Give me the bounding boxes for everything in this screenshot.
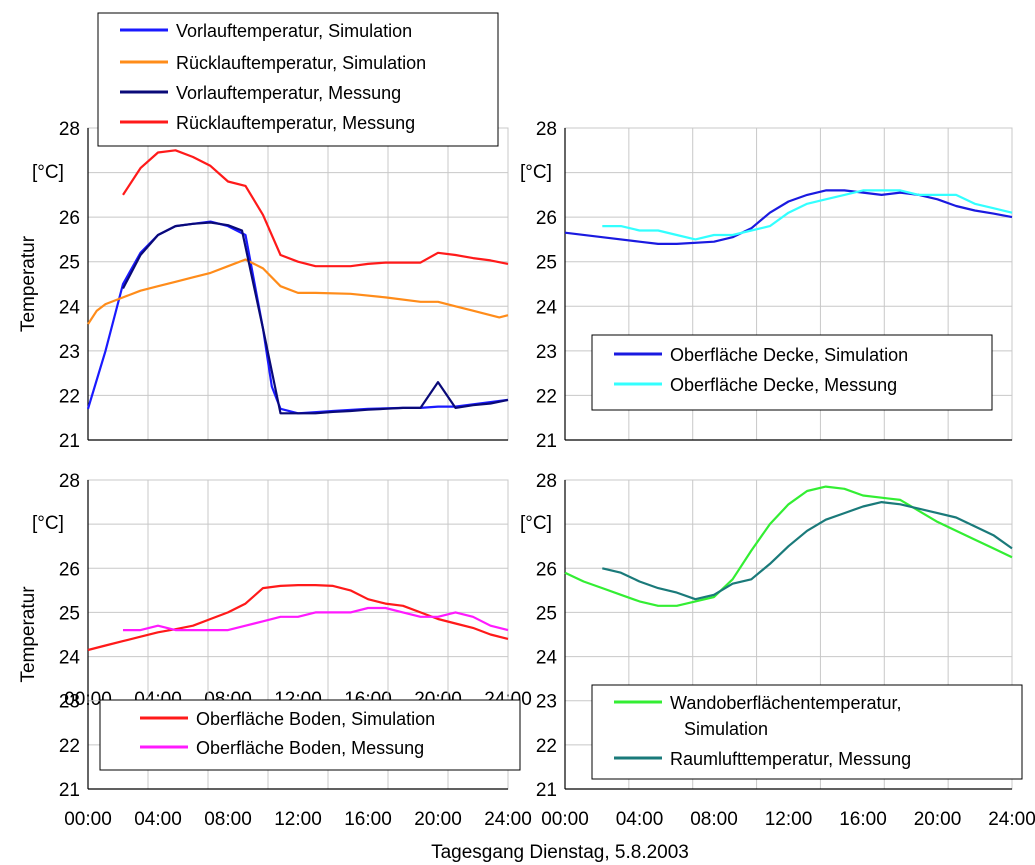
figure-caption: Tagesgang Dienstag, 5.8.2003 — [431, 842, 689, 863]
y-tick-label: 28 — [536, 119, 557, 140]
legend-label: Vorlauftemperatur, Messung — [176, 83, 401, 103]
x-tick-label: 08:00 — [204, 809, 252, 830]
x-tick-label: 04:00 — [616, 809, 664, 830]
y-unit-label: [°C] — [520, 513, 552, 534]
legend-label: Rücklauftemperatur, Messung — [176, 113, 415, 133]
y-tick-label: 23 — [59, 342, 80, 363]
chart-panel-bottom-right: 21 22 23 24 25 26 28 [°C] 00:00 04:00 08:00 12:00 16… — [520, 471, 1035, 830]
y-unit-label: [°C] — [32, 162, 64, 183]
x-tick-label: 12:00 — [274, 809, 322, 830]
y-tick-label: 26 — [59, 208, 80, 229]
x-tick-label: 12:00 — [765, 809, 813, 830]
x-tick-label: 00:00 — [64, 809, 112, 830]
y-tick-label: 28 — [59, 119, 80, 140]
y-tick-label: 21 — [59, 431, 80, 452]
y-tick-label: 25 — [536, 253, 557, 274]
y-unit-label: [°C] — [520, 162, 552, 183]
y-tick-label: 26 — [59, 559, 80, 580]
y-tick-label: 24 — [59, 648, 81, 669]
x-tick-label: 04:00 — [134, 809, 182, 830]
x-tick-label: 20:00 — [914, 809, 962, 830]
series-line — [122, 149, 509, 268]
legend-label: Oberfläche Decke, Messung — [670, 375, 897, 395]
y-unit-label: [°C] — [32, 513, 64, 534]
legend-box — [99, 699, 521, 771]
y-tick-label: 28 — [536, 471, 557, 492]
series-line — [602, 501, 1013, 601]
y-tick-label: 24 — [536, 648, 558, 669]
x-tick-label: 16:00 — [344, 809, 392, 830]
x-tick-label: 24:00 — [988, 809, 1035, 830]
y-axis-label: Temperatur — [18, 586, 39, 683]
series-line — [564, 189, 1013, 245]
series-line — [87, 583, 509, 652]
y-tick-label: 22 — [59, 736, 80, 757]
legend: Oberfläche Boden, Simulation Oberfläche B… — [99, 699, 521, 771]
series-line — [86, 220, 509, 415]
legend-label: Rücklauftemperatur, Simulation — [176, 53, 426, 73]
y-tick-label: 21 — [536, 780, 557, 801]
y-tick-label: 23 — [536, 342, 557, 363]
legend-box — [97, 12, 499, 147]
chart-panel-bottom-left: 21 22 23 24 25 26 28 [°C] Temperatur 00:00 04:00 08… — [18, 471, 532, 830]
legend-label: Raumlufttemperatur, Messung — [670, 749, 911, 769]
y-tick-label: 24 — [536, 297, 558, 318]
x-tick-label: 00:00 — [541, 809, 589, 830]
y-tick-label: 25 — [536, 603, 557, 624]
x-tick-label: 24:00 — [484, 809, 532, 830]
legend-label: Simulation — [684, 719, 768, 739]
y-tick-label: 23 — [59, 692, 80, 713]
panels: 21 22 23 24 25 26 28 [°C] Temperatur 00:00 04:00 08… — [18, 12, 1035, 830]
legend-label: Oberfläche Decke, Simulation — [670, 345, 908, 365]
legend: Wandoberflächentemperatur, Simulation Raum… — [591, 684, 1023, 780]
y-tick-label: 28 — [59, 471, 80, 492]
series-line — [122, 221, 509, 415]
series-line — [602, 189, 1013, 241]
y-tick-label: 21 — [536, 431, 557, 452]
y-tick-label: 22 — [536, 736, 557, 757]
legend-label: Vorlauftemperatur, Simulation — [176, 21, 412, 41]
legend-box — [591, 684, 1023, 780]
x-tick-label: 16:00 — [839, 809, 887, 830]
y-tick-label: 24 — [59, 297, 81, 318]
chart-panel-top-right: 21 22 23 24 25 26 28 [°C] Oberfläche Decke, Simu… — [520, 119, 1013, 452]
legend-label: Oberfläche Boden, Messung — [196, 738, 424, 758]
chart-panel-top-left: 21222324252628[°C]Temperatur00:0004:0008… — [18, 12, 532, 710]
y-tick-label: 26 — [536, 208, 557, 229]
legend: Oberfläche Decke, Simulation Oberfläche D… — [591, 334, 993, 411]
y-tick-label: 21 — [59, 780, 80, 801]
y-tick-label: 22 — [59, 386, 80, 407]
y-tick-label: 26 — [536, 559, 557, 580]
x-tick-label: 20:00 — [414, 809, 462, 830]
y-tick-label: 25 — [59, 253, 80, 274]
y-axis-label: Temperatur — [18, 235, 39, 332]
series-line — [87, 258, 509, 325]
series-line — [564, 485, 1013, 607]
series-line — [123, 606, 509, 632]
y-tick-label: 23 — [536, 692, 557, 713]
legend-box — [591, 334, 993, 411]
x-tick-label: 08:00 — [690, 809, 738, 830]
legend-label: Wandoberflächentemperatur, — [670, 693, 901, 713]
legend: Vorlauftemperatur, Simulation Rücklauftem… — [97, 12, 499, 147]
y-tick-label: 22 — [536, 386, 557, 407]
legend-label: Oberfläche Boden, Simulation — [196, 709, 435, 729]
y-tick-label: 25 — [59, 603, 80, 624]
